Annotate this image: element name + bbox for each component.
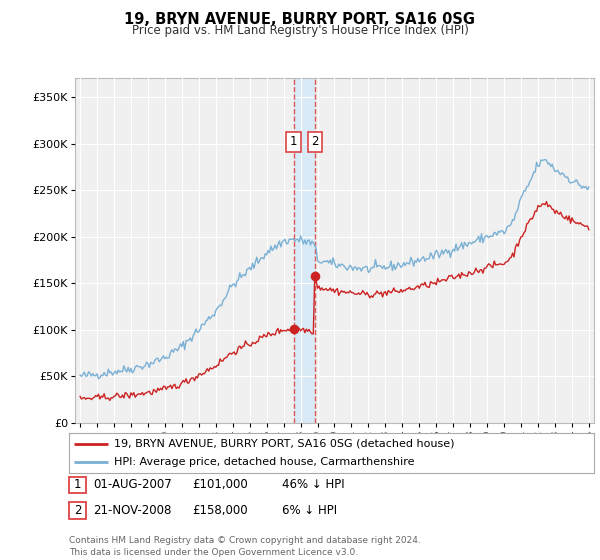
Text: 01-AUG-2007: 01-AUG-2007: [93, 478, 172, 492]
Text: £158,000: £158,000: [192, 503, 248, 517]
Text: HPI: Average price, detached house, Carmarthenshire: HPI: Average price, detached house, Carm…: [113, 458, 414, 467]
Text: Contains HM Land Registry data © Crown copyright and database right 2024.
This d: Contains HM Land Registry data © Crown c…: [69, 536, 421, 557]
Bar: [293, 78, 315, 423]
Text: Price paid vs. HM Land Registry's House Price Index (HPI): Price paid vs. HM Land Registry's House …: [131, 24, 469, 37]
Text: 21-NOV-2008: 21-NOV-2008: [93, 503, 172, 517]
Text: 6% ↓ HPI: 6% ↓ HPI: [282, 503, 337, 517]
Text: 2: 2: [74, 503, 81, 517]
Point: [289, 324, 298, 333]
Text: £101,000: £101,000: [192, 478, 248, 492]
Text: 2: 2: [311, 135, 319, 148]
Text: 1: 1: [74, 478, 81, 492]
Text: 1: 1: [290, 135, 297, 148]
Text: 46% ↓ HPI: 46% ↓ HPI: [282, 478, 344, 492]
Point: [310, 271, 320, 280]
Text: 19, BRYN AVENUE, BURRY PORT, SA16 0SG: 19, BRYN AVENUE, BURRY PORT, SA16 0SG: [125, 12, 476, 27]
Text: 19, BRYN AVENUE, BURRY PORT, SA16 0SG (detached house): 19, BRYN AVENUE, BURRY PORT, SA16 0SG (d…: [113, 439, 454, 449]
